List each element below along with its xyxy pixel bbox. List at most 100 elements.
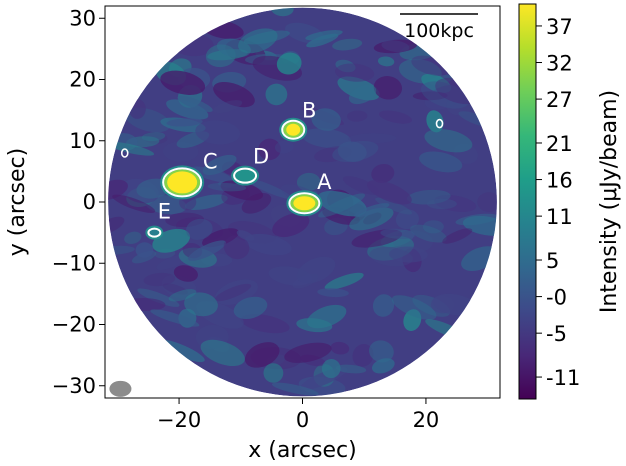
noise-blob xyxy=(403,309,422,331)
noise-blob xyxy=(369,340,394,363)
source-c-contour xyxy=(162,167,203,198)
colorbar-ticks: 37 32 27 21 16 11 5 -0 -5 -11 xyxy=(536,15,580,390)
colorbar-tick-label: -5 xyxy=(546,322,567,346)
noise-blob xyxy=(173,265,198,282)
noise-blob xyxy=(150,309,200,327)
noise-blob xyxy=(335,59,356,73)
y-tick-label: −30 xyxy=(52,374,96,398)
noise-blob xyxy=(195,120,241,145)
noise-blob xyxy=(412,91,448,101)
noise-blob xyxy=(391,295,437,320)
noise-blob xyxy=(317,288,349,298)
colorbar-tick-label: 21 xyxy=(546,132,573,156)
noise-blob xyxy=(410,224,447,243)
source-a-contour xyxy=(288,192,321,215)
colorbar-tick-label: 16 xyxy=(546,169,573,193)
noise-blob xyxy=(377,56,395,67)
y-axis-ticks: 30 20 10 0 −10 −20 −30 xyxy=(52,6,105,398)
noise-blob xyxy=(166,118,203,127)
x-axis-ticks: −20 0 20 xyxy=(157,398,439,432)
noise-blob xyxy=(334,63,375,82)
colorbar-tick-label: 27 xyxy=(546,88,573,112)
source-e-body xyxy=(149,229,160,236)
source-e-label: E xyxy=(158,200,171,224)
noise-blob xyxy=(240,313,290,334)
noise-blob xyxy=(406,189,451,205)
y-tick-label: 10 xyxy=(69,129,96,153)
noise-blob xyxy=(373,76,403,100)
source-label-layer: A B C D E xyxy=(158,99,332,224)
noise-blob xyxy=(442,228,473,244)
noise-blob xyxy=(353,203,390,218)
noise-blob xyxy=(274,140,294,154)
beam-ellipse xyxy=(109,380,132,397)
noise-blob xyxy=(220,180,264,201)
noise-blob xyxy=(284,342,332,363)
noise-blob xyxy=(389,246,428,263)
noise-blob xyxy=(244,342,280,368)
noise-blob xyxy=(241,192,272,214)
source-d-body xyxy=(235,169,256,182)
colorbar-tick-label: -11 xyxy=(546,366,580,390)
colorbar: 37 32 27 21 16 11 5 -0 -5 -11 Intensity (μJy/beam… xyxy=(518,3,622,400)
source-b-label: B xyxy=(302,99,316,123)
noise-blob xyxy=(351,229,403,248)
colorbar-tick-label: 32 xyxy=(546,52,573,76)
noise-blob xyxy=(135,242,154,258)
noise-blob xyxy=(108,245,135,255)
noise-blob xyxy=(143,272,176,287)
colorbar-tick-label: 5 xyxy=(546,249,559,273)
noise-blob xyxy=(200,339,245,367)
colorbar-tick-label: 11 xyxy=(546,205,573,229)
noise-blob xyxy=(426,198,457,210)
source-a-label: A xyxy=(317,170,332,194)
noise-blob xyxy=(112,194,156,214)
y-axis-label: y (arcsec) xyxy=(5,148,30,256)
noise-blob xyxy=(352,343,374,367)
y-tick-label: −20 xyxy=(52,313,96,337)
colorbar-tick-label: -0 xyxy=(546,286,567,310)
noise-blob xyxy=(380,228,416,240)
noise-blob xyxy=(371,163,395,184)
noise-blob xyxy=(348,133,397,144)
noise-blob xyxy=(318,193,366,218)
colorbar-label: Intensity (μJy/beam) xyxy=(597,90,622,313)
noise-blob xyxy=(141,132,166,142)
source-a-core xyxy=(293,196,316,211)
noise-blob xyxy=(324,272,364,290)
noise-blob xyxy=(246,178,293,200)
source-d-contour xyxy=(233,167,258,184)
noise-blob xyxy=(420,81,470,109)
noise-blob xyxy=(108,141,155,156)
noise-blob xyxy=(349,207,394,231)
noise-blob xyxy=(462,215,497,236)
scale-bar-label: 100kpc xyxy=(404,20,474,42)
noise-blob xyxy=(424,128,473,153)
noise-blob xyxy=(212,100,243,114)
noise-blob xyxy=(398,58,442,84)
colorbar-bar xyxy=(518,3,537,400)
noise-blob xyxy=(265,83,288,106)
source-c-core xyxy=(167,171,198,194)
noise-blob xyxy=(272,213,310,238)
noise-blob xyxy=(311,108,341,131)
noise-blob xyxy=(332,38,363,51)
noise-blob xyxy=(238,28,278,54)
source-c-label: C xyxy=(203,149,218,173)
noise-blob xyxy=(434,195,477,212)
noise-blob xyxy=(233,296,268,320)
noise-blob xyxy=(166,99,209,120)
noise-blob xyxy=(143,132,168,144)
noise-blob xyxy=(372,294,395,317)
noise-blob xyxy=(213,81,255,108)
noise-blob xyxy=(188,240,227,261)
source-b-contour xyxy=(281,119,306,140)
noise-blob xyxy=(378,110,413,124)
noise-blob xyxy=(348,84,377,105)
noise-blob xyxy=(160,70,206,95)
x-axis-label: x (arcsec) xyxy=(248,438,356,463)
noise-blob xyxy=(168,289,197,302)
noise-blob xyxy=(446,93,475,116)
x-tick-label: 0 xyxy=(296,408,309,432)
noise-blob xyxy=(302,128,351,149)
